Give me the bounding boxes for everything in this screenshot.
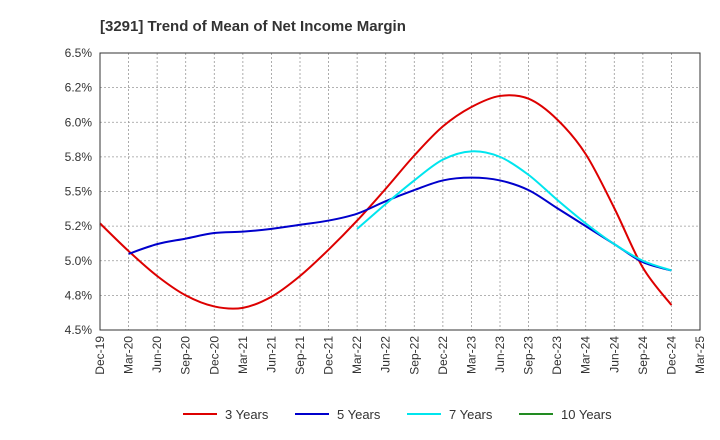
- x-tick-label: Jun-20: [150, 336, 164, 373]
- legend: 3 Years 5 Years 7 Years 10 Years: [183, 407, 612, 422]
- x-tick-label: Mar-25: [693, 336, 707, 374]
- x-tick-label: Dec-22: [436, 336, 450, 375]
- y-tick-label: 6.2%: [65, 81, 93, 95]
- plot-area: [99, 52, 701, 331]
- y-axis-ticks: 4.5% 4.8% 5.0% 5.2% 5.5% 5.8% 6.0% 6.2% 6.5%: [65, 46, 93, 337]
- x-tick-label: Mar-20: [122, 336, 136, 374]
- y-tick-label: 5.0%: [65, 254, 93, 268]
- x-tick-label: Sep-22: [407, 336, 421, 375]
- legend-label-5-years: 5 Years: [337, 407, 381, 422]
- y-tick-label: 6.0%: [65, 115, 93, 129]
- x-tick-label: Jun-22: [379, 336, 393, 373]
- x-tick-label: Dec-20: [207, 336, 221, 375]
- x-tick-label: Sep-24: [636, 336, 650, 375]
- series-line-3-years: [99, 94, 673, 310]
- x-tick-label: Dec-19: [93, 336, 107, 375]
- y-tick-label: 5.5%: [65, 185, 93, 199]
- x-tick-label: Jun-23: [493, 336, 507, 373]
- x-tick-label: Mar-22: [350, 336, 364, 374]
- x-axis-ticks: Dec-19 Mar-20 Jun-20 Sep-20 Dec-20 Mar-21 Jun-…: [93, 336, 707, 375]
- x-tick-label: Sep-23: [522, 336, 536, 375]
- x-tick-label: Sep-21: [293, 336, 307, 375]
- x-tick-label: Dec-24: [664, 336, 678, 375]
- x-tick-label: Mar-23: [464, 336, 478, 374]
- series-line-5-years: [128, 176, 672, 272]
- x-tick-label: Dec-23: [550, 336, 564, 375]
- y-tick-label: 5.2%: [65, 219, 93, 233]
- series-line-7-years: [356, 150, 672, 272]
- x-tick-label: Jun-21: [264, 336, 278, 373]
- y-tick-label: 4.8%: [65, 288, 93, 302]
- x-tick-label: Sep-20: [179, 336, 193, 375]
- y-tick-label: 6.5%: [65, 46, 93, 60]
- legend-label-7-years: 7 Years: [449, 407, 493, 422]
- x-tick-label: Dec-21: [322, 336, 336, 375]
- legend-label-10-years: 10 Years: [561, 407, 612, 422]
- chart-title: [3291] Trend of Mean of Net Income Margi…: [100, 18, 406, 35]
- series-lines: [99, 94, 673, 310]
- legend-label-3-years: 3 Years: [225, 407, 269, 422]
- x-tick-label: Mar-24: [579, 336, 593, 374]
- y-tick-label: 5.8%: [65, 150, 93, 164]
- y-tick-label: 4.5%: [65, 323, 93, 337]
- x-tick-label: Mar-21: [236, 336, 250, 374]
- x-tick-label: Jun-24: [607, 336, 621, 373]
